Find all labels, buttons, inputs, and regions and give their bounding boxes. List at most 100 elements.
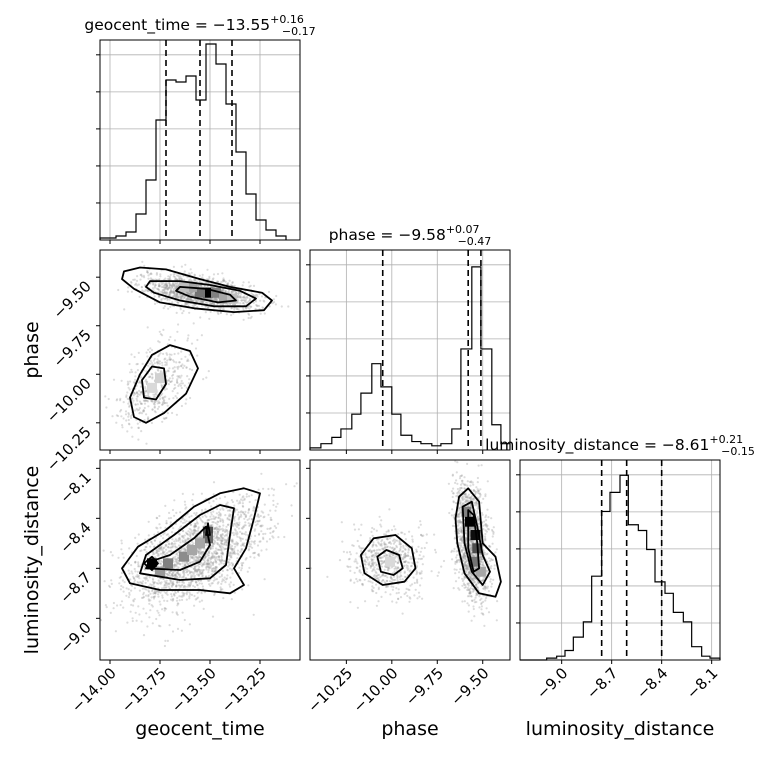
sample-point xyxy=(180,296,183,299)
sample-point xyxy=(161,549,164,552)
sample-point xyxy=(487,590,490,593)
sample-point xyxy=(242,307,245,310)
sample-point xyxy=(215,566,219,569)
sample-point xyxy=(210,302,213,305)
sample-point xyxy=(209,547,212,550)
sample-point xyxy=(118,576,121,579)
sample-point xyxy=(468,533,471,536)
sample-point xyxy=(241,499,244,502)
sample-point xyxy=(181,595,184,598)
sample-point xyxy=(469,527,473,530)
sample-point xyxy=(196,583,199,587)
sample-point xyxy=(161,371,164,374)
sample-point xyxy=(147,392,150,395)
sample-point xyxy=(194,347,198,350)
sample-point xyxy=(127,596,130,599)
sample-point xyxy=(178,595,181,598)
sample-point xyxy=(230,314,233,317)
sample-point xyxy=(207,569,210,572)
sample-point xyxy=(276,522,280,525)
sample-point xyxy=(240,296,243,299)
sample-point xyxy=(171,582,174,585)
sample-point xyxy=(171,572,174,575)
sample-point xyxy=(458,489,462,492)
sample-point xyxy=(176,580,179,583)
sample-point xyxy=(194,568,197,571)
sample-point xyxy=(157,400,160,403)
sample-point xyxy=(240,527,243,530)
sample-point xyxy=(168,511,171,514)
sample-point xyxy=(237,572,240,575)
sample-point xyxy=(140,391,143,394)
sample-point xyxy=(143,406,146,410)
sample-point xyxy=(153,552,156,555)
sample-point xyxy=(160,283,164,286)
sample-point xyxy=(216,535,219,538)
sample-point xyxy=(181,294,184,297)
sample-point xyxy=(217,581,220,584)
sample-point xyxy=(189,570,192,574)
sample-point xyxy=(217,312,220,316)
sample-point xyxy=(135,279,139,282)
sample-point xyxy=(135,397,138,400)
sample-point xyxy=(162,533,165,536)
sample-point xyxy=(207,550,210,553)
sample-point xyxy=(218,571,221,575)
sample-point xyxy=(224,581,227,584)
sample-point xyxy=(217,530,220,533)
sample-point xyxy=(179,296,182,299)
sample-point xyxy=(184,548,187,551)
sample-point xyxy=(185,592,188,595)
sample-point xyxy=(160,534,163,538)
sample-point xyxy=(144,545,147,549)
sample-point xyxy=(168,571,171,575)
sample-point xyxy=(159,548,162,551)
sample-point xyxy=(181,583,184,587)
sample-point xyxy=(259,525,262,528)
sample-point xyxy=(219,546,223,550)
sample-point xyxy=(159,582,162,585)
sample-point xyxy=(133,278,136,281)
sample-point xyxy=(175,575,178,578)
sample-point xyxy=(192,567,195,570)
sample-point xyxy=(194,559,197,562)
sample-point xyxy=(234,524,237,527)
sample-point xyxy=(476,516,479,519)
sample-point xyxy=(240,547,243,551)
sample-point xyxy=(182,534,185,538)
title-geocent-time: geocent_time = −13.55+0.16 −0.17 xyxy=(84,13,315,38)
sample-point xyxy=(128,572,131,575)
sample-point xyxy=(249,299,252,302)
sample-point xyxy=(219,311,223,314)
sample-point xyxy=(163,289,166,292)
sample-point xyxy=(161,361,164,364)
sample-point xyxy=(159,552,162,555)
sample-point xyxy=(171,367,175,370)
sample-point xyxy=(172,295,175,298)
sample-point xyxy=(175,552,179,555)
sample-point xyxy=(130,426,133,429)
sample-point xyxy=(155,516,158,520)
sample-point xyxy=(471,539,474,543)
sample-point xyxy=(203,560,206,564)
sample-point xyxy=(224,530,227,534)
sample-point xyxy=(197,574,200,577)
sample-point xyxy=(190,293,193,296)
sample-point xyxy=(134,570,137,573)
sample-point xyxy=(455,560,458,563)
density-contour xyxy=(129,344,199,424)
sample-point xyxy=(259,299,262,302)
sample-point xyxy=(262,307,265,310)
sample-point xyxy=(134,561,137,564)
sample-point xyxy=(232,524,235,527)
sample-point xyxy=(226,501,229,504)
sample-point xyxy=(157,360,160,363)
sample-point xyxy=(221,552,224,555)
sample-point xyxy=(184,563,187,567)
sample-point xyxy=(227,554,230,557)
sample-point xyxy=(257,553,260,556)
sample-point xyxy=(197,558,200,561)
title-geocent-time-sub: −0.17 xyxy=(282,25,316,38)
sample-point xyxy=(145,399,148,402)
sample-point xyxy=(160,384,163,387)
